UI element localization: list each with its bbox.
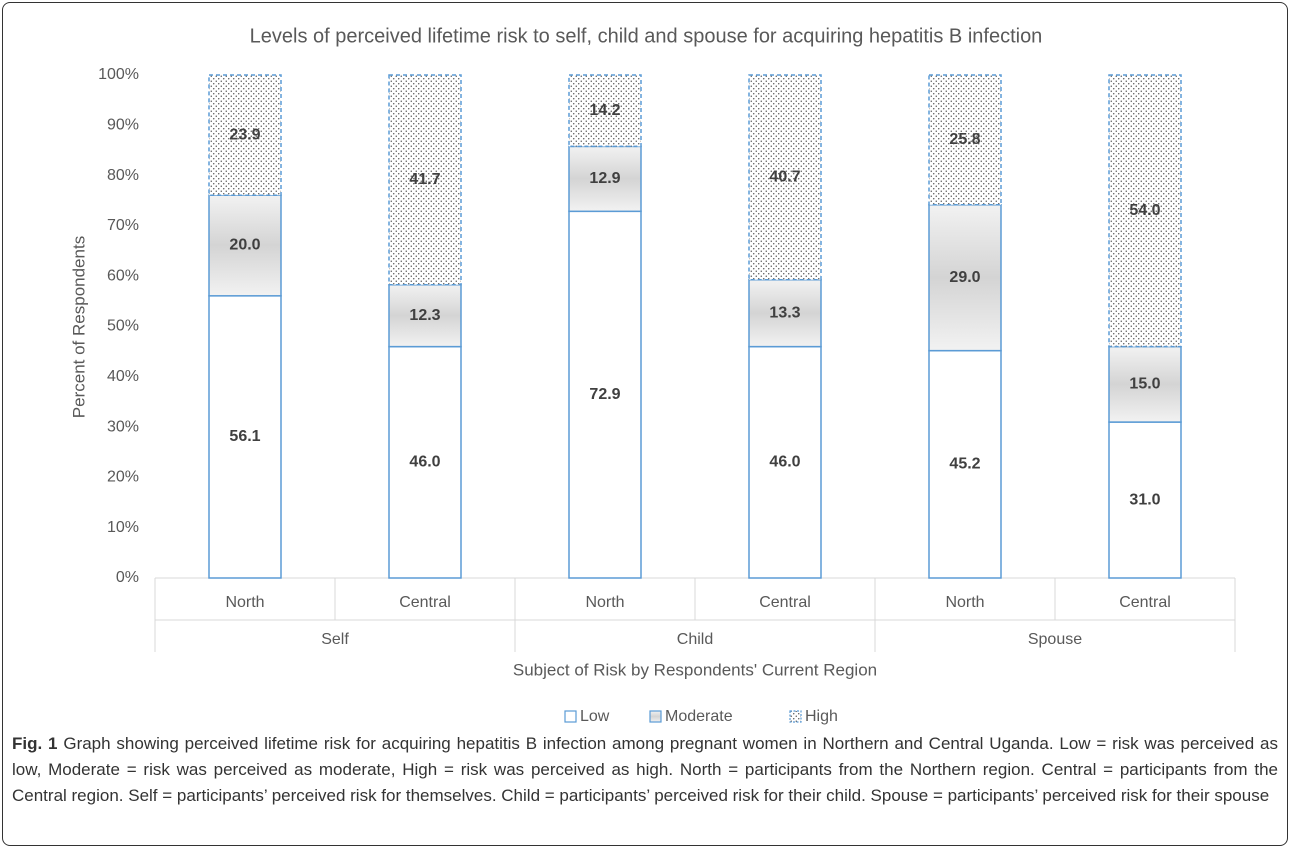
y-tick-label: 90% — [107, 117, 139, 134]
data-label: 31.0 — [1129, 491, 1160, 508]
bar-segment — [568, 74, 642, 148]
data-label: 14.2 — [589, 102, 620, 119]
caption-label: Fig. 1 — [12, 734, 58, 753]
x-axis-label: Subject of Risk by Respondents' Current … — [513, 660, 877, 679]
y-axis-label: Percent of Respondents — [69, 236, 88, 418]
data-label: 41.7 — [409, 171, 440, 188]
bar-segment — [568, 210, 642, 579]
data-label: 20.0 — [229, 237, 260, 254]
y-tick-label: 70% — [107, 217, 139, 234]
y-tick-label: 10% — [107, 519, 139, 536]
legend-label: Low — [580, 708, 610, 725]
legend-swatch — [564, 710, 577, 723]
bar-segment — [928, 204, 1002, 352]
data-label: 46.0 — [769, 454, 800, 471]
group-label: Self — [321, 631, 349, 648]
bar-segment — [208, 74, 282, 196]
legend-label: Moderate — [665, 708, 733, 725]
x-tick-label: Central — [1119, 594, 1171, 611]
caption: Fig. 1 Graph showing perceived lifetime … — [12, 731, 1278, 809]
x-tick-label: North — [225, 594, 264, 611]
x-tick-label: North — [945, 594, 984, 611]
data-label: 40.7 — [769, 169, 800, 186]
chart-title: Levels of perceived lifetime risk to sel… — [250, 25, 1043, 47]
data-label: 72.9 — [589, 386, 620, 403]
y-tick-label: 80% — [107, 167, 139, 184]
data-label: 46.0 — [409, 454, 440, 471]
bar-segment — [928, 74, 1002, 206]
y-tick-label: 50% — [107, 318, 139, 335]
bar-segment — [1108, 345, 1182, 423]
legend-label: High — [805, 708, 838, 725]
y-tick-label: 30% — [107, 418, 139, 435]
y-tick-label: 100% — [98, 66, 139, 83]
data-label: 54.0 — [1129, 202, 1160, 219]
data-label: 13.3 — [769, 304, 800, 321]
bar-segment — [388, 74, 462, 286]
group-label: Spouse — [1028, 631, 1082, 648]
data-label: 23.9 — [229, 126, 260, 143]
data-label: 25.8 — [949, 131, 980, 148]
data-label: 15.0 — [1129, 376, 1160, 393]
y-tick-label: 20% — [107, 469, 139, 486]
data-label: 56.1 — [229, 428, 260, 445]
data-label: 45.2 — [949, 456, 980, 473]
data-label: 12.9 — [589, 170, 620, 187]
x-tick-label: Central — [399, 594, 451, 611]
bar-segment — [388, 345, 462, 579]
y-tick-label: 0% — [116, 569, 139, 586]
bar-segment — [208, 194, 282, 297]
data-label: 29.0 — [949, 269, 980, 286]
caption-text: Graph showing perceived lifetime risk fo… — [12, 734, 1278, 805]
bar-segment — [208, 295, 282, 579]
bar-segment — [388, 284, 462, 348]
legend-swatch — [789, 710, 802, 723]
bar-segment — [748, 345, 822, 579]
x-tick-label: North — [585, 594, 624, 611]
bar-segment — [748, 74, 822, 281]
y-tick-label: 60% — [107, 267, 139, 284]
chart: Levels of perceived lifetime risk to sel… — [69, 25, 1236, 725]
x-tick-label: Central — [759, 594, 811, 611]
data-label: 12.3 — [409, 307, 440, 324]
bar-segment — [1108, 74, 1182, 348]
group-label: Child — [677, 631, 713, 648]
y-tick-label: 40% — [107, 368, 139, 385]
bar-segment — [568, 145, 642, 213]
legend-swatch — [649, 710, 662, 723]
